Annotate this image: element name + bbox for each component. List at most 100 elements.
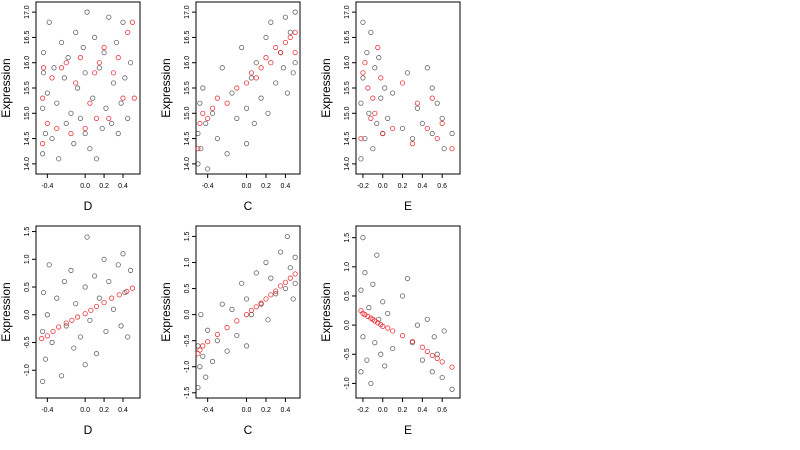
- x-tick-label: 0.2: [261, 407, 271, 414]
- data-point: [284, 90, 290, 96]
- data-point: [362, 60, 368, 66]
- data-point: [224, 151, 230, 157]
- y-tick-label: 14.5: [344, 132, 351, 146]
- data-point: [419, 344, 425, 350]
- data-point: [49, 135, 55, 142]
- plot-frame: [35, 225, 141, 399]
- data-point: [205, 166, 211, 172]
- data-point: [365, 85, 371, 91]
- y-tick-label: 1.0: [184, 258, 191, 268]
- data-point: [96, 295, 102, 301]
- data-point: [63, 320, 69, 326]
- series-red-points: [358, 44, 455, 152]
- data-point: [96, 65, 102, 71]
- y-tick-label: -1.0: [344, 377, 351, 389]
- data-point: [273, 291, 279, 297]
- data-point: [203, 374, 209, 380]
- data-point: [370, 281, 376, 287]
- x-tick-label: 0.4: [118, 183, 128, 190]
- data-point: [287, 275, 293, 281]
- data-point: [49, 75, 55, 81]
- data-point: [441, 146, 447, 152]
- data-point: [68, 110, 74, 116]
- data-point: [93, 156, 100, 162]
- panel-top-right: -0.2 0.0 0.2 0.4 0.6 14.0 14.5 15.0 15.5 16.0 16.5…: [319, 1, 461, 213]
- data-point: [224, 100, 230, 106]
- y-tick-label: 17.0: [344, 5, 351, 19]
- x-axis-label: C: [244, 423, 253, 437]
- data-point: [360, 75, 366, 81]
- data-point: [372, 110, 378, 116]
- data-point: [290, 70, 296, 76]
- data-point: [368, 380, 374, 387]
- data-point: [200, 343, 206, 349]
- data-point: [93, 303, 100, 310]
- data-point: [358, 287, 364, 293]
- data-point: [93, 351, 100, 357]
- data-point: [358, 369, 364, 375]
- data-point: [205, 115, 211, 121]
- data-point: [209, 358, 216, 365]
- data-point: [73, 29, 79, 35]
- data-point: [409, 135, 416, 142]
- data-point: [366, 110, 372, 116]
- data-point: [46, 19, 52, 25]
- data-point: [125, 334, 131, 340]
- data-point: [273, 80, 279, 86]
- data-point: [277, 49, 284, 56]
- data-point: [282, 14, 289, 20]
- x-tick-label: 0.2: [398, 183, 408, 190]
- data-point: [287, 29, 293, 35]
- data-point: [106, 278, 112, 285]
- data-point: [209, 105, 216, 111]
- data-point: [385, 115, 391, 121]
- data-point: [115, 130, 121, 137]
- x-tick-label: 0.4: [118, 407, 128, 414]
- x-tick-label: -0.4: [202, 407, 214, 414]
- data-point: [101, 44, 107, 51]
- data-point: [125, 29, 131, 35]
- data-point: [40, 328, 46, 335]
- y-tick-label: 15.5: [344, 81, 351, 95]
- x-tick-label: 0.0: [242, 183, 252, 190]
- data-point: [82, 130, 88, 137]
- y-tick-label: 15.5: [24, 81, 31, 95]
- data-point: [424, 348, 430, 354]
- plot-frame: [195, 1, 301, 175]
- x-tick-label: 0.2: [99, 183, 109, 190]
- data-point: [205, 339, 211, 345]
- x-tick-label: 0.4: [417, 183, 427, 190]
- data-point: [77, 55, 84, 61]
- data-point: [63, 60, 69, 66]
- data-point: [362, 135, 368, 142]
- data-point: [434, 135, 440, 142]
- y-tick-label: 16.0: [344, 56, 351, 70]
- data-point: [63, 323, 69, 329]
- data-point: [87, 317, 93, 323]
- data-point: [248, 75, 255, 81]
- data-point: [424, 65, 430, 71]
- data-point: [378, 95, 384, 101]
- y-tick-label: 0.0: [184, 310, 191, 320]
- data-point: [50, 328, 56, 335]
- y-tick-label: 0.5: [24, 282, 31, 292]
- y-tick-label: 0.5: [184, 284, 191, 294]
- x-tick-label: 0.4: [417, 407, 427, 414]
- data-point: [449, 130, 455, 137]
- data-point: [292, 49, 298, 56]
- data-point: [360, 334, 366, 340]
- data-point: [409, 338, 416, 345]
- data-point: [358, 135, 364, 142]
- data-point: [287, 34, 293, 41]
- data-point: [101, 49, 107, 56]
- data-point: [127, 267, 134, 273]
- series-black-points: [40, 9, 134, 162]
- data-point: [364, 49, 370, 56]
- y-tick-label: 14.5: [24, 132, 31, 146]
- data-point: [280, 65, 287, 71]
- data-point: [71, 345, 77, 351]
- data-point: [68, 267, 74, 273]
- data-point: [429, 85, 435, 91]
- x-axis-label: E: [404, 199, 412, 213]
- panel-bottom-middle: -0.4 0.0 0.2 0.4 -1.5 -1.0 -0.5 0.0 0.5 1.0 1.5 C Ex…: [159, 225, 301, 437]
